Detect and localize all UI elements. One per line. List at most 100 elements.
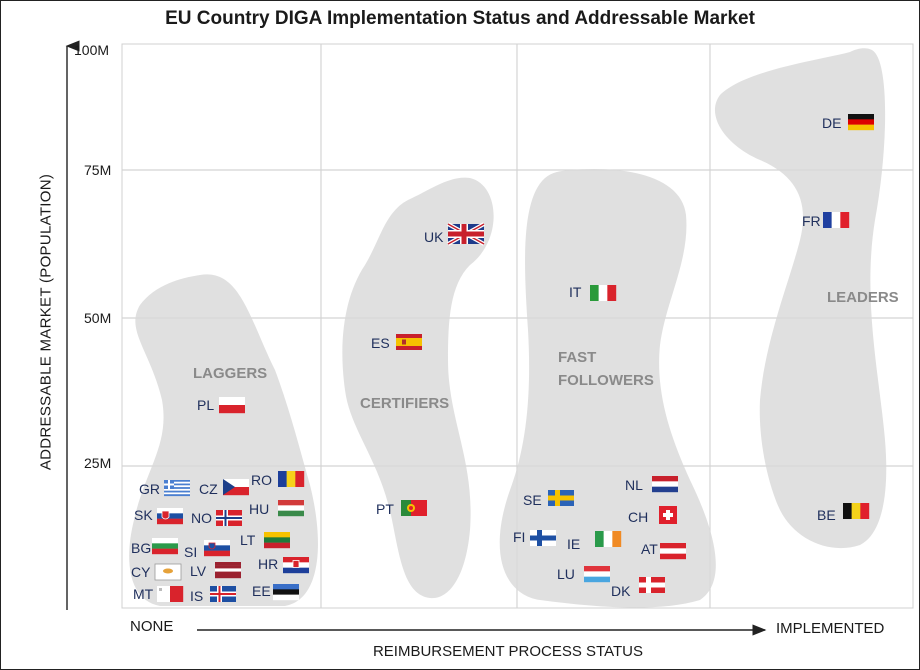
luxembourg-flag-icon (584, 566, 610, 583)
country-point-lt: LT (240, 532, 290, 549)
country-point-si: SI (184, 540, 230, 560)
hungary-flag-icon (278, 500, 304, 517)
group-label-fast-followers: FAST FOLLOWERS (558, 349, 654, 389)
lithuania-flag-icon (264, 532, 290, 549)
latvia-flag-icon (215, 562, 241, 579)
malta-flag-icon (157, 586, 184, 602)
country-code-label: ES (371, 335, 390, 351)
country-point-mt: MT (133, 586, 184, 602)
group-label-laggers: LAGGERS (193, 365, 267, 382)
iceland-flag-icon (210, 586, 236, 602)
leaders-region (714, 48, 887, 549)
country-code-label: NL (625, 477, 643, 493)
country-point-be: BE (817, 503, 870, 523)
country-point-pl: PL (197, 397, 245, 414)
country-point-pt: PT (376, 500, 427, 517)
country-code-label: EE (252, 583, 271, 599)
spain-flag-icon (396, 334, 422, 350)
country-code-label: FI (513, 529, 525, 545)
country-code-label: CH (628, 509, 648, 525)
country-code-label: SE (523, 492, 542, 508)
slovenia-flag-icon (204, 540, 230, 557)
country-code-label: LT (240, 532, 256, 548)
y-tick-75M: 75M (84, 162, 111, 178)
y-tick-50M: 50M (84, 310, 111, 326)
country-point-cy: CY (131, 563, 182, 581)
bulgaria-flag-icon (152, 538, 178, 555)
country-point-dk: DK (611, 577, 665, 599)
country-point-es: ES (371, 334, 422, 351)
country-points: DE FR BE IT NL SE CH FI IE AT LU DK UK ES PT PL GR CZ RO SK… (131, 114, 874, 604)
country-point-ee: EE (252, 583, 299, 601)
country-code-label: IT (569, 284, 582, 300)
country-code-label: FR (802, 213, 821, 229)
country-point-fi: FI (513, 529, 556, 546)
cyprus-flag-icon (154, 563, 182, 581)
czechia-flag-icon (223, 479, 249, 496)
poland-flag-icon (219, 397, 245, 414)
country-point-it: IT (569, 284, 617, 301)
country-code-label: MT (133, 586, 154, 602)
country-code-label: SI (184, 544, 197, 560)
romania-flag-icon (278, 471, 305, 487)
country-point-nl: NL (625, 476, 678, 493)
x-axis-label: REIMBURSEMENT PROCESS STATUS (372, 643, 644, 660)
country-point-hr: HR (258, 556, 309, 574)
italy-flag-icon (590, 285, 617, 301)
group-label-certifiers: CERTIFIERS (360, 395, 449, 412)
france-flag-icon (823, 212, 850, 228)
country-point-cz: CZ (199, 479, 249, 497)
uk-flag-icon (447, 222, 485, 246)
country-code-label: SK (134, 507, 153, 523)
country-point-no: NO (191, 510, 242, 526)
country-code-label: CZ (199, 481, 218, 497)
y-tick-25M: 25M (84, 455, 111, 471)
country-code-label: BG (131, 540, 151, 556)
country-code-label: UK (424, 229, 444, 245)
country-code-label: LU (557, 566, 575, 582)
finland-flag-icon (530, 530, 556, 546)
country-code-label: AT (641, 541, 658, 557)
switzerland-flag-icon (659, 506, 677, 524)
germany-flag-icon (848, 114, 874, 131)
country-code-label: DK (611, 583, 631, 599)
country-code-label: IE (567, 536, 580, 552)
country-point-hu: HU (249, 500, 304, 517)
chart-title: EU Country DIGA Implementation Status an… (165, 8, 755, 29)
ireland-flag-icon (595, 531, 622, 547)
country-code-label: NO (191, 510, 212, 526)
country-point-gr: GR (139, 480, 190, 497)
country-code-label: CY (131, 564, 151, 580)
belgium-flag-icon (843, 503, 870, 519)
estonia-flag-icon (273, 584, 299, 601)
country-point-ch: CH (628, 506, 677, 525)
x-axis-start-label: NONE (130, 618, 174, 635)
country-code-label: LV (190, 563, 207, 579)
country-code-label: BE (817, 507, 836, 523)
croatia-flag-icon (283, 557, 309, 574)
country-code-label: DE (822, 115, 841, 131)
slovakia-flag-icon (157, 508, 183, 525)
portugal-flag-icon (401, 500, 427, 516)
country-code-label: HR (258, 556, 278, 572)
country-point-sk: SK (134, 507, 183, 525)
country-code-label: HU (249, 501, 269, 517)
y-tick-100M: 100M (74, 42, 109, 58)
country-point-bg: BG (131, 538, 178, 556)
sweden-flag-icon (548, 490, 574, 506)
country-point-se: SE (523, 490, 574, 508)
country-point-de: DE (822, 114, 874, 131)
austria-flag-icon (660, 543, 686, 560)
x-axis-end-label: IMPLEMENTED (776, 620, 885, 637)
country-code-label: RO (251, 472, 272, 488)
country-point-lv: LV (190, 562, 241, 579)
country-code-label: GR (139, 481, 160, 497)
denmark-flag-icon (639, 577, 665, 593)
country-code-label: IS (190, 588, 203, 604)
country-point-uk: UK (424, 222, 485, 246)
country-code-label: PL (197, 397, 214, 413)
netherlands-flag-icon (652, 476, 678, 493)
country-point-is: IS (190, 586, 236, 604)
group-label-leaders: LEADERS (827, 289, 899, 306)
